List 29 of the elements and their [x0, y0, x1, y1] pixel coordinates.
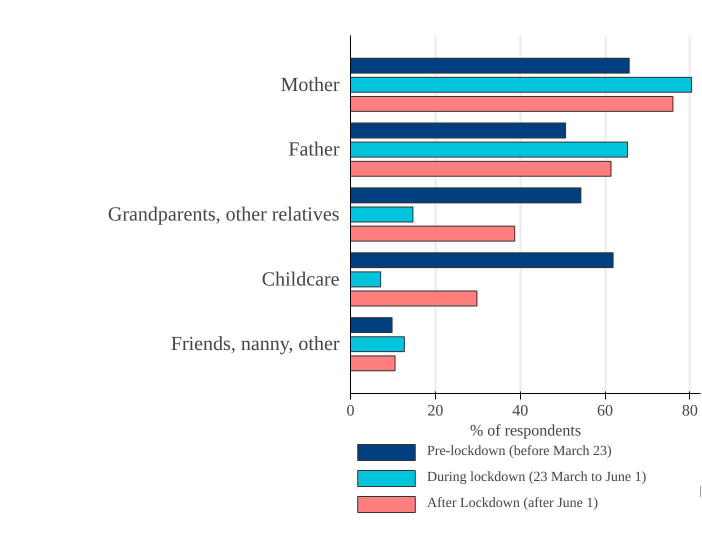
legend-label: During lockdown (23 March to June 1) [427, 470, 646, 486]
y-tick-label: Grandparents, other relatives [108, 204, 340, 226]
legend-label: After Lockdown (after June 1) [427, 496, 598, 512]
bar [350, 58, 630, 74]
x-axis-title: % of respondents [470, 422, 582, 440]
bar [350, 122, 566, 138]
bar [350, 355, 396, 372]
bar [350, 187, 582, 204]
x-tick-label: 80 [682, 402, 698, 420]
bar [350, 96, 674, 112]
legend-label: Pre-lockdown (before March 23) [427, 444, 612, 460]
bar [350, 206, 414, 222]
bar [350, 252, 614, 268]
bar [350, 76, 692, 93]
bar [350, 336, 405, 352]
bar [350, 271, 382, 288]
y-tick-label: Father [288, 138, 340, 161]
bar [350, 317, 393, 334]
y-tick-label: Mother [280, 74, 340, 96]
bar [350, 160, 612, 177]
x-tick-label: 60 [597, 402, 614, 420]
y-tick-label: Friends, nanny, other [170, 333, 340, 356]
bar [350, 290, 478, 306]
x-tick-label: 0 [346, 402, 354, 420]
x-tick-label: 40 [512, 402, 528, 420]
x-tick-label: 20 [427, 402, 444, 420]
y-tick-label: Childcare [262, 268, 340, 290]
bar [350, 226, 516, 242]
bar [350, 142, 628, 158]
